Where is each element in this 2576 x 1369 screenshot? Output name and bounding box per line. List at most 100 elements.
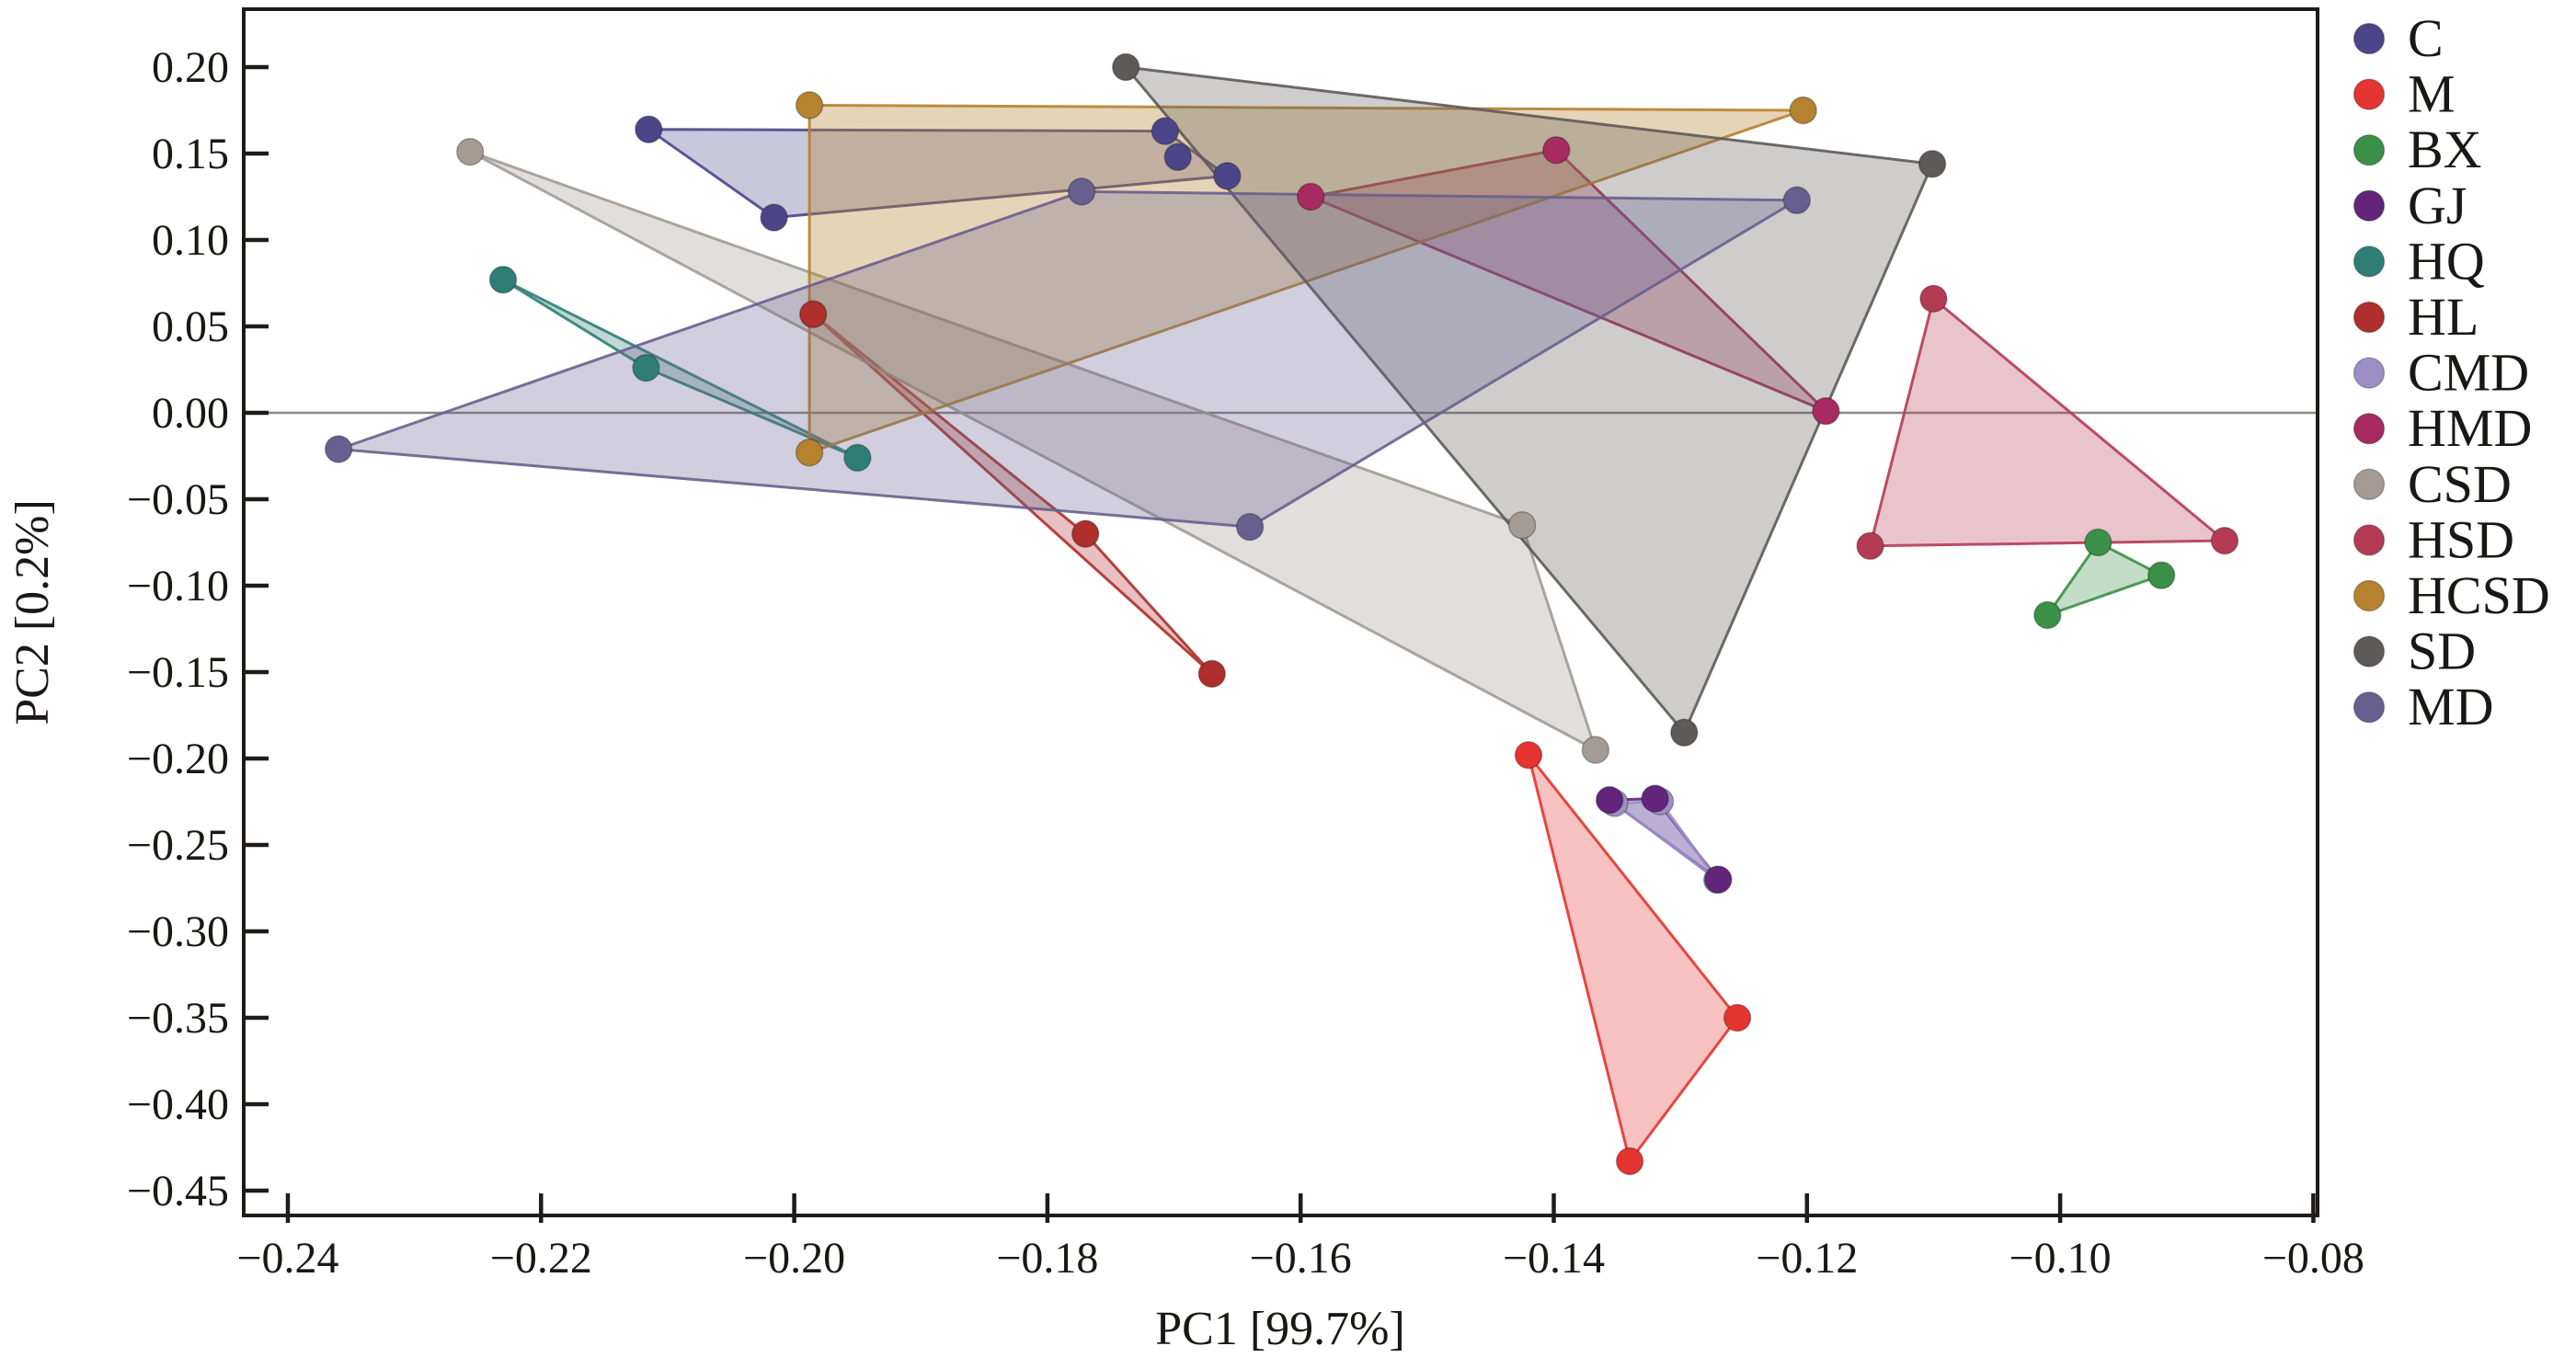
point-MD — [1782, 186, 1812, 215]
point-HL — [798, 300, 828, 329]
legend-item-SD: SD — [2353, 622, 2476, 681]
legend-label: HMD — [2408, 398, 2532, 458]
legend-label: C — [2408, 8, 2444, 68]
legend-dot-icon — [2353, 357, 2386, 389]
y-tick-label: 0.00 — [152, 389, 229, 438]
point-HMD — [1296, 182, 1325, 211]
legend-dot-icon — [2353, 133, 2386, 166]
hull-layer — [337, 65, 2227, 1163]
legend-item-CSD: CSD — [2353, 454, 2512, 514]
y-tick-label: −0.25 — [127, 821, 229, 870]
y-tick-label: −0.35 — [127, 994, 229, 1043]
point-BX — [2147, 561, 2176, 589]
legend-label: MD — [2408, 677, 2493, 736]
legend-dot-icon — [2353, 579, 2386, 612]
legend-item-HMD: HMD — [2353, 398, 2532, 458]
hull-CMD — [1613, 800, 1719, 882]
x-tick-label: −0.20 — [743, 1234, 845, 1283]
y-tick-label: −0.05 — [127, 475, 229, 524]
y-tick-label: −0.40 — [127, 1080, 229, 1129]
point-SD — [1670, 718, 1699, 747]
legend-dot-icon — [2353, 78, 2386, 110]
x-tick-label: −0.22 — [490, 1234, 592, 1283]
plot-border — [242, 7, 2319, 1217]
legend-label: M — [2408, 64, 2456, 124]
point-HQ — [632, 353, 660, 382]
point-HL — [1070, 519, 1100, 548]
point-BX — [2084, 528, 2112, 557]
point-HSD — [1856, 531, 1884, 561]
hull-HMD — [1309, 148, 1827, 413]
point-C — [1151, 117, 1180, 145]
legend-dot-icon — [2353, 301, 2386, 334]
legend-item-BX: BX — [2353, 120, 2482, 179]
legend-dot-icon — [2353, 468, 2386, 501]
point-GJ — [1641, 784, 1669, 813]
point-M — [1514, 740, 1543, 770]
point-HQ — [488, 265, 518, 294]
legend-dot-icon — [2353, 635, 2386, 667]
legend-item-C: C — [2353, 8, 2444, 68]
x-tick-label: −0.24 — [236, 1234, 338, 1283]
y-tick-label: 0.15 — [152, 130, 229, 178]
legend-label: HQ — [2408, 231, 2485, 291]
hull-BX — [2045, 541, 2163, 617]
y-tick-label: −0.30 — [127, 907, 229, 956]
y-tick-label: −0.15 — [127, 648, 229, 697]
legend-dot-icon — [2353, 189, 2386, 222]
point-C — [1163, 143, 1192, 172]
point-HMD — [1812, 396, 1840, 426]
hull-SD — [1124, 65, 1934, 735]
axis-layer: −0.24 −0.22 −0.20 −0.18 −0.16 −0.14 −0.12 −0.10… — [127, 7, 2364, 1283]
point-CSD — [455, 137, 485, 166]
point-HQ — [843, 443, 872, 473]
point-CSD — [1507, 510, 1537, 540]
y-tick-label: 0.20 — [152, 43, 229, 92]
y-axis-label: PC2 [0.2%] — [6, 499, 59, 725]
point-GJ — [1595, 785, 1624, 815]
legend-item-CMD: CMD — [2353, 343, 2529, 403]
hull-HSD — [1869, 297, 2227, 548]
point-C — [635, 115, 663, 143]
legend-dot-icon — [2353, 245, 2386, 278]
x-axis-label: PC1 [99.7%] — [1155, 1303, 1405, 1355]
hull-CSD — [468, 150, 1597, 752]
x-tick-label: −0.08 — [2262, 1234, 2364, 1283]
legend-label: HL — [2408, 287, 2479, 347]
legend-item-HCSD: HCSD — [2353, 565, 2550, 625]
y-tick-label: −0.45 — [127, 1167, 229, 1215]
point-SD — [1111, 52, 1140, 82]
point-HSD — [2210, 526, 2239, 555]
legend-item-GJ: GJ — [2353, 176, 2467, 235]
point-HSD — [1919, 284, 1948, 314]
legend-item-M: M — [2353, 64, 2456, 124]
legend-label: BX — [2408, 120, 2482, 179]
hull-HL — [811, 313, 1214, 676]
legend-dot-icon — [2353, 412, 2386, 445]
point-M — [1615, 1147, 1644, 1176]
x-tick-label: −0.16 — [1250, 1234, 1352, 1283]
x-tick-label: −0.12 — [1756, 1234, 1858, 1283]
legend-label: CSD — [2408, 454, 2512, 514]
point-C — [760, 203, 788, 232]
legend-item-HL: HL — [2353, 287, 2479, 347]
y-tick-label: 0.10 — [152, 216, 229, 265]
point-BX — [2033, 600, 2062, 630]
legend-label: CMD — [2408, 343, 2529, 403]
y-tick-label: −0.10 — [127, 562, 229, 610]
point-MD — [1067, 177, 1096, 206]
point-HMD — [1542, 135, 1571, 165]
point-M — [1723, 1003, 1752, 1032]
legend-label: GJ — [2408, 176, 2467, 235]
legend-dot-icon — [2353, 22, 2386, 55]
point-HL — [1197, 659, 1227, 689]
x-tick-label: −0.18 — [996, 1234, 1098, 1283]
y-tick-label: 0.05 — [152, 302, 229, 351]
legend-item-HSD: HSD — [2353, 509, 2514, 569]
point-HCSD — [795, 438, 824, 467]
point-MD — [1235, 512, 1265, 542]
legend-label: HSD — [2408, 509, 2514, 569]
point-GJ — [1704, 865, 1733, 894]
point-SD — [1918, 150, 1947, 178]
